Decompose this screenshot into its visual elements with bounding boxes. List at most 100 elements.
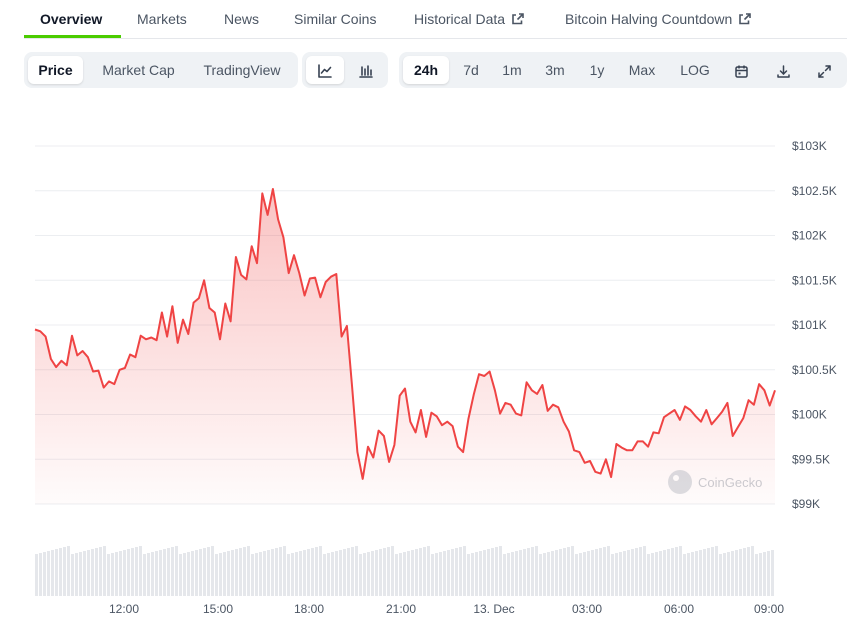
tab-historical-data[interactable]: Historical Data	[414, 0, 525, 38]
volume-bar	[467, 554, 470, 596]
x-tick-label: 09:00	[754, 602, 784, 616]
range-max-button[interactable]: Max	[628, 62, 656, 78]
volume-bar	[83, 551, 86, 596]
volume-bar	[211, 546, 214, 596]
volume-bar	[99, 547, 102, 596]
price-button[interactable]: Price	[28, 56, 83, 84]
log-scale-button[interactable]: LOG	[680, 62, 710, 78]
volume-bar	[547, 552, 550, 596]
volume-bar	[655, 552, 658, 596]
volume-bar	[387, 547, 390, 596]
line-chart-button[interactable]	[306, 56, 344, 84]
volume-bar	[419, 548, 422, 596]
volume-bar	[683, 554, 686, 596]
market-cap-button[interactable]: Market Cap	[102, 62, 175, 78]
volume-bar	[371, 551, 374, 596]
range-24h-button[interactable]: 24h	[403, 56, 449, 84]
volume-bar	[631, 549, 634, 596]
volume-bar	[551, 551, 554, 596]
volume-bar	[39, 553, 42, 596]
volume-bar	[507, 553, 510, 596]
volume-bar	[539, 554, 542, 596]
tab-markets[interactable]: Markets	[137, 11, 187, 27]
volume-bar	[347, 548, 350, 596]
x-tick-label: 15:00	[203, 602, 233, 616]
volume-bar	[695, 551, 698, 596]
volume-bar	[459, 547, 462, 596]
volume-bar	[407, 551, 410, 596]
volume-bar	[47, 551, 50, 596]
volume-bar	[255, 553, 258, 596]
range-1m-button[interactable]: 1m	[502, 62, 522, 78]
tradingview-button[interactable]: TradingView	[203, 62, 281, 78]
volume-bar	[739, 549, 742, 596]
volume-bar	[431, 554, 434, 596]
volume-bar	[583, 552, 586, 596]
volume-bar	[503, 554, 506, 596]
x-tick-label: 12:00	[109, 602, 139, 616]
volume-bar	[599, 548, 602, 596]
tab-similar-coins[interactable]: Similar Coins	[294, 11, 377, 27]
volume-bar	[299, 551, 302, 596]
volume-bar	[667, 549, 670, 596]
volume-bar	[187, 552, 190, 596]
volume-bar	[119, 551, 122, 596]
volume-bar	[495, 547, 498, 596]
y-tick-label: $103K	[792, 139, 827, 153]
active-tab-indicator	[24, 35, 121, 38]
volume-bar	[659, 551, 662, 596]
range-1y-button[interactable]: 1y	[589, 62, 605, 78]
volume-bar	[259, 552, 262, 596]
volume-bar	[619, 552, 622, 596]
range-3m-button[interactable]: 3m	[545, 62, 565, 78]
volume-bar	[763, 552, 766, 596]
download-button[interactable]	[771, 56, 795, 84]
x-tick-label: 18:00	[294, 602, 324, 616]
volume-bar	[395, 554, 398, 596]
volume-bar	[707, 548, 710, 596]
candlestick-chart-button[interactable]	[347, 56, 385, 84]
volume-bar	[359, 554, 362, 596]
volume-bar	[571, 546, 574, 596]
volume-bar	[699, 550, 702, 596]
volume-bar	[315, 547, 318, 596]
y-tick-label: $99.5K	[792, 452, 830, 466]
volume-bar	[219, 553, 222, 596]
volume-bar	[327, 553, 330, 596]
y-tick-label: $100K	[792, 408, 827, 422]
volume-bar	[543, 553, 546, 596]
volume-bar	[515, 551, 518, 596]
tab-overview[interactable]: Overview	[40, 11, 103, 27]
volume-bar	[111, 553, 114, 596]
volume-bar	[455, 548, 458, 596]
volume-bar	[527, 548, 530, 596]
volume-bar	[735, 550, 738, 596]
y-tick-label: $102K	[792, 229, 827, 243]
volume-bar	[199, 549, 202, 596]
volume-bar	[343, 549, 346, 596]
range-7d-button[interactable]: 7d	[463, 62, 479, 78]
volume-bar	[263, 551, 266, 596]
volume-bar	[151, 552, 154, 596]
volume-bar	[623, 551, 626, 596]
volume-bar	[351, 547, 354, 596]
fullscreen-button[interactable]	[812, 56, 836, 84]
tab-news[interactable]: News	[224, 11, 260, 27]
calendar-button[interactable]	[729, 56, 753, 84]
volume-bar	[67, 546, 70, 596]
volume-bar	[323, 554, 326, 596]
price-area	[35, 189, 775, 504]
volume-bar	[279, 547, 282, 596]
external-link-icon	[738, 2, 752, 40]
volume-bar	[239, 548, 242, 596]
volume-bar	[203, 548, 206, 596]
tab-bitcoin-halving-countdown[interactable]: Bitcoin Halving Countdown	[565, 0, 752, 38]
volume-bar	[519, 550, 522, 596]
volume-bar	[115, 552, 118, 596]
calendar-icon	[734, 65, 748, 78]
volume-bar	[127, 549, 130, 596]
volume-bar	[155, 551, 158, 596]
y-tick-label: $100.5K	[792, 363, 837, 377]
volume-bar	[43, 552, 46, 596]
